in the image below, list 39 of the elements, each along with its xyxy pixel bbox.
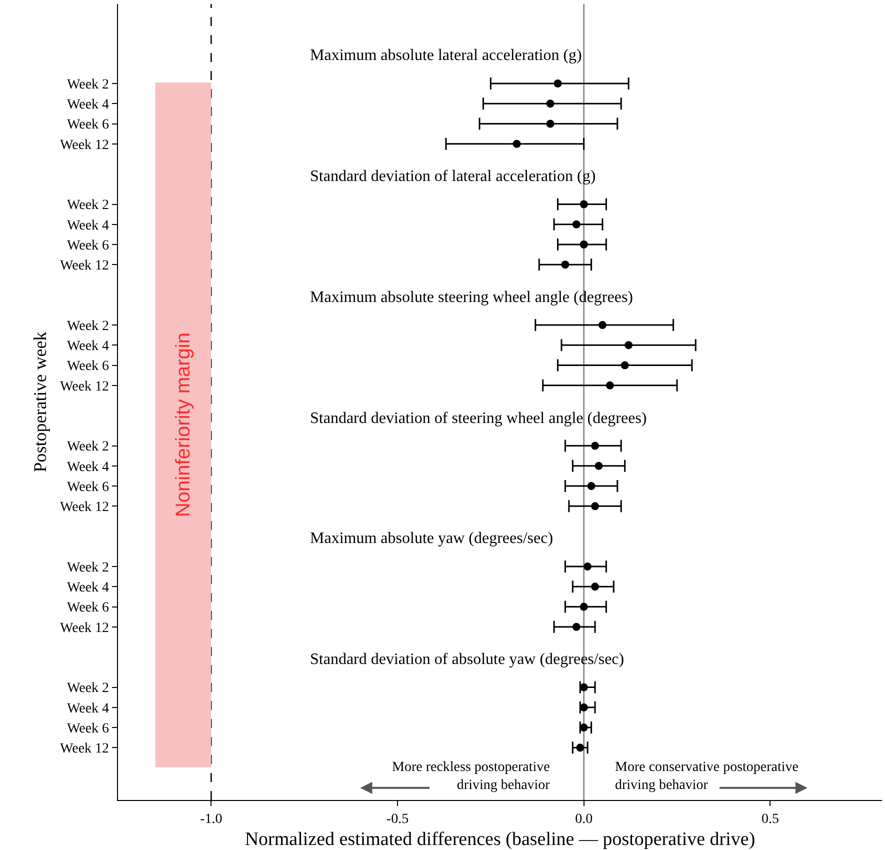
x-tick-label: -0.5	[386, 812, 409, 827]
x-axis-title: Normalized estimated differences (baseline — postoperative drive)	[244, 829, 756, 850]
y-tick-label: Week 2	[67, 440, 110, 455]
y-tick-label: Week 4	[67, 339, 110, 354]
y-tick-label: Week 12	[60, 379, 110, 394]
annotation: More reckless postoperative driving behavior	[392, 760, 550, 794]
y-tick-label: Week 12	[60, 258, 110, 274]
x-tick-label: -1.0	[200, 812, 222, 827]
y-tick-label: Week 2	[67, 198, 110, 214]
y-tick-label: Week 2	[67, 681, 110, 696]
y-tick-label: Week 6	[67, 238, 110, 254]
y-tick-label: Week 6	[67, 600, 110, 616]
y-tick-label: Week 6	[67, 721, 110, 736]
x-tick-label: 0.0	[575, 812, 593, 827]
y-tick-label: Week 4	[67, 98, 110, 113]
y-tick-label: Week 4	[67, 580, 110, 596]
y-tick-label: Week 2	[67, 318, 110, 334]
band-label: Noninferiority margin	[172, 332, 194, 518]
y-tick-label: Week 4	[67, 218, 110, 234]
annotation: Standard deviation of absolute yaw (degrees/sec)	[310, 651, 624, 668]
y-tick-label: Week 2	[67, 560, 110, 576]
y-tick-label: Week 4	[67, 460, 110, 475]
y-tick-label: Week 12	[60, 138, 110, 153]
annotation: Maximum absolute yaw (degrees/sec)	[310, 530, 554, 547]
y-tick-label: Week 6	[67, 480, 110, 495]
annotation: Maximum absolute steering wheel angle (degrees)	[310, 289, 633, 306]
annotation: Standard deviation of steering wheel angle (degrees)	[310, 410, 647, 427]
y-tick-label: Week 6	[67, 359, 110, 374]
y-tick-label: Week 4	[67, 701, 110, 716]
annotation: More conservative postoperative driving behavior	[615, 760, 798, 794]
y-axis-title: Postoperative week	[30, 332, 50, 472]
y-tick-label: Week 12	[60, 742, 110, 757]
y-tick-label: Week 12	[60, 500, 110, 516]
y-tick-label: Week 2	[67, 77, 110, 92]
annotation: Standard deviation of lateral acceleration (g)	[310, 168, 596, 185]
x-tick-label: 0.5	[761, 812, 779, 827]
y-tick-label: Week 12	[60, 620, 110, 636]
y-tick-label: Week 6	[67, 118, 110, 133]
text: Maximum absolute lateral acceleration (g)	[310, 47, 582, 64]
